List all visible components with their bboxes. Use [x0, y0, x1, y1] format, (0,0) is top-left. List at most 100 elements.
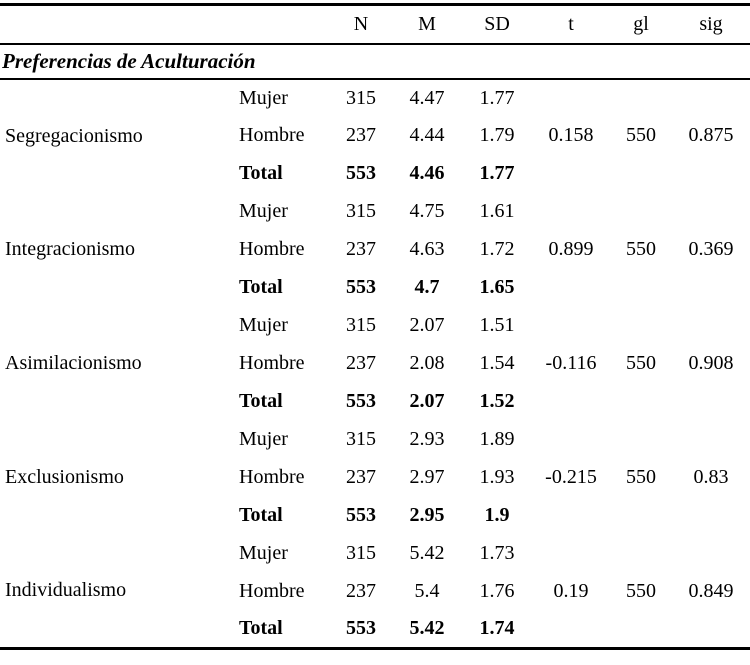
cell-n: 237	[346, 352, 376, 374]
cell-sig	[672, 79, 750, 117]
cell-n: 315	[346, 86, 376, 109]
cell-sig: 0.369	[688, 238, 734, 260]
cell-sig	[672, 269, 750, 307]
table-header-row: N M SD t gl sig	[0, 4, 750, 45]
section-title-row: Preferencias de Aculturación	[0, 43, 750, 80]
cell-m: 4.44	[409, 124, 445, 146]
table-row: Asimilacionismo Mujer 315 2.07 1.51	[0, 307, 750, 374]
header-sd: SD	[462, 4, 532, 45]
cell-gl	[610, 535, 672, 573]
acculturation-ttest-table: N M SD t gl sig Preferencias de Acultura…	[0, 3, 750, 650]
table-row: Hombre 237 5.4 1.76 0.19 550 0.849	[0, 573, 750, 611]
cell-sd: 1.54	[479, 352, 515, 374]
header-n: N	[330, 4, 392, 45]
cell-gl	[610, 193, 672, 231]
cell-group: Hombre	[239, 238, 305, 260]
cell-m: 5.42	[409, 617, 445, 640]
cell-n: 315	[346, 200, 376, 222]
cell-sig: 0.83	[693, 466, 729, 488]
cell-group: Mujer	[239, 86, 288, 109]
cell-n: 237	[346, 124, 376, 146]
cell-t: 0.899	[548, 238, 594, 260]
cell-m: 4.75	[409, 200, 445, 222]
cell-m: 2.93	[409, 428, 445, 450]
cell-gl	[610, 421, 672, 459]
cell-m: 5.4	[414, 580, 440, 602]
cell-t	[532, 611, 610, 649]
table-row: Individualismo Mujer 315 5.42 1.73	[0, 535, 750, 601]
cell-group: Hombre	[239, 580, 305, 602]
cell-n: 553	[346, 504, 376, 526]
cell-sd: 1.9	[484, 504, 510, 526]
cell-t	[532, 193, 610, 231]
cell-n: 553	[346, 162, 376, 184]
cell-group: Total	[239, 276, 283, 298]
cell-t: 0.19	[553, 580, 589, 602]
cell-m: 2.97	[409, 466, 445, 488]
cell-m: 5.42	[409, 542, 445, 564]
cell-gl	[610, 79, 672, 117]
factor-name: Asimilacionismo	[5, 352, 142, 374]
cell-sd: 1.51	[479, 314, 515, 336]
cell-group: Hombre	[239, 352, 305, 374]
cell-group: Hombre	[239, 124, 305, 146]
cell-sd: 1.74	[479, 617, 515, 640]
cell-m: 4.7	[414, 276, 440, 298]
cell-n: 237	[346, 466, 376, 488]
section-title: Preferencias de Aculturación	[0, 43, 750, 80]
cell-gl: 550	[626, 580, 656, 602]
table-row: Hombre 237 2.97 1.93 -0.215 550 0.83	[0, 459, 750, 497]
cell-m: 2.07	[409, 314, 445, 336]
cell-sd: 1.76	[479, 580, 515, 602]
cell-gl	[610, 269, 672, 307]
cell-sig	[672, 193, 750, 231]
header-gl: gl	[610, 4, 672, 45]
cell-sd: 1.89	[479, 428, 515, 450]
cell-n: 315	[346, 428, 376, 450]
table-row: Exclusionismo Mujer 315 2.93 1.89	[0, 421, 750, 488]
cell-sd: 1.72	[479, 238, 515, 260]
cell-gl: 550	[626, 352, 656, 374]
cell-sd: 1.77	[479, 86, 515, 109]
cell-sd: 1.61	[479, 200, 515, 222]
cell-sig	[672, 421, 750, 459]
table-row-total: Total 553 4.46 1.77	[0, 155, 750, 193]
cell-m: 2.95	[409, 504, 445, 526]
cell-gl	[610, 383, 672, 421]
cell-m: 2.08	[409, 352, 445, 374]
table-row-total: Total 553 2.07 1.52	[0, 383, 750, 421]
cell-sig	[672, 383, 750, 421]
cell-group: Mujer	[239, 542, 288, 564]
table-row: Hombre 237 2.08 1.54 -0.116 550 0.908	[0, 345, 750, 383]
header-m: M	[392, 4, 462, 45]
table-row: Segregacionismo Mujer 315 4.47 1.77	[0, 79, 750, 147]
cell-n: 553	[346, 617, 376, 640]
header-sig: sig	[672, 4, 750, 45]
cell-t: -0.116	[545, 352, 597, 374]
cell-sd: 1.93	[479, 466, 515, 488]
cell-t	[532, 79, 610, 117]
cell-n: 315	[346, 314, 376, 336]
cell-t: 0.158	[548, 124, 594, 146]
cell-n: 553	[346, 390, 376, 412]
cell-t	[532, 383, 610, 421]
cell-group: Total	[239, 504, 283, 526]
factor-name: Exclusionismo	[5, 466, 124, 488]
header-t: t	[532, 4, 610, 45]
cell-sig	[672, 611, 750, 649]
table-row: Hombre 237 4.63 1.72 0.899 550 0.369	[0, 231, 750, 269]
cell-gl: 550	[626, 466, 656, 488]
cell-group: Mujer	[239, 314, 288, 336]
cell-n: 237	[346, 238, 376, 260]
cell-group: Total	[239, 162, 283, 184]
cell-gl	[610, 497, 672, 535]
cell-sd: 1.73	[479, 542, 515, 564]
cell-sig: 0.875	[688, 124, 734, 146]
cell-gl: 550	[626, 238, 656, 260]
cell-m: 2.07	[409, 390, 445, 412]
cell-m: 4.63	[409, 238, 445, 260]
factor-name: Individualismo	[5, 579, 127, 602]
cell-sig	[672, 535, 750, 573]
cell-group: Mujer	[239, 200, 288, 222]
